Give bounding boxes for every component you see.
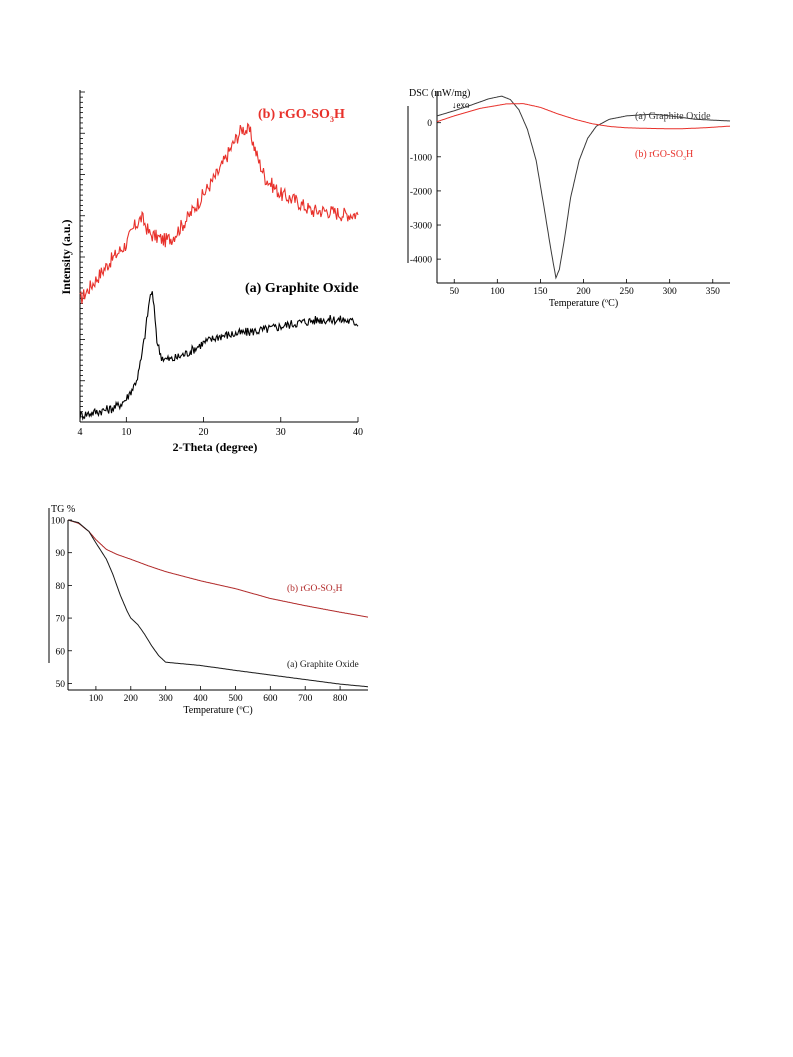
x-tick-label: 100: [89, 694, 104, 704]
x-axis-label: Temperature (ºC): [183, 705, 252, 716]
series-label: (b) rGO-SO3H: [635, 149, 693, 162]
y-tick-label: 60: [56, 647, 66, 657]
series-line: [79, 122, 359, 304]
xrd-chart: 4 10 20 30 40 2-Theta (degree) Intensity (a.u.…: [59, 90, 363, 454]
x-tick-label: 600: [263, 694, 278, 704]
series-label: (a) Graphite Oxide: [245, 281, 359, 296]
tg-chart: 100 90 80 70 60 50 100 200 300 400 500 600 700 800 TG …: [48, 504, 369, 716]
y-axis-label: Intensity (a.u.): [59, 219, 73, 294]
x-tick-label: 40: [353, 427, 363, 438]
series-line: [67, 519, 369, 618]
y-tick-label: -4000: [410, 256, 432, 266]
x-tick-label: 800: [333, 694, 348, 704]
series-label: (a) Graphite Oxide: [287, 659, 359, 670]
y-tick-label: 70: [56, 615, 66, 625]
x-tick-label: 200: [124, 694, 139, 704]
x-tick-label: 300: [159, 694, 174, 704]
series-line: [436, 95, 731, 280]
y-tick-label: 0: [427, 119, 432, 129]
series-line: [79, 291, 359, 421]
x-tick-label: 150: [533, 287, 548, 297]
x-tick-label: 700: [298, 694, 313, 704]
x-axis-label: Temperature (ºC): [549, 298, 618, 309]
x-tick-label: 350: [706, 287, 721, 297]
x-tick-label: 400: [193, 694, 208, 704]
x-tick-label: 30: [276, 427, 286, 438]
x-tick-label: 200: [576, 287, 591, 297]
y-tick-label: -2000: [410, 187, 432, 197]
x-tick-label: 4: [78, 427, 83, 438]
y-axis-label: TG %: [51, 504, 75, 515]
series-label: (a) Graphite Oxide: [635, 111, 711, 122]
y-axis-label: DSC (mW/mg): [409, 88, 470, 99]
x-axis-label: 2-Theta (degree): [173, 440, 258, 454]
y-tick-label: 90: [56, 549, 66, 559]
x-tick-label: 300: [663, 287, 678, 297]
series-label: (b) rGO-SO3H: [287, 583, 343, 595]
series-label: (b) rGO-SO3H: [258, 107, 345, 124]
y-tick-label: 100: [51, 517, 66, 527]
y-tick-label: 50: [56, 680, 66, 690]
x-tick-label: 50: [449, 287, 459, 297]
dsc-chart: 0 -1000 -2000 -3000 -4000 50 100 150 200 250 300 35…: [407, 88, 731, 309]
x-tick-label: 20: [199, 427, 209, 438]
series-line: [67, 519, 368, 688]
exo-annotation: ↓exo: [452, 100, 470, 110]
x-tick-label: 500: [228, 694, 243, 704]
series-line: [436, 103, 731, 130]
y-tick-label: -3000: [410, 222, 432, 232]
y-tick-label: -1000: [410, 153, 432, 163]
x-tick-label: 10: [121, 427, 131, 438]
y-tick-label: 80: [56, 582, 66, 592]
x-tick-label: 100: [490, 287, 505, 297]
x-tick-label: 250: [619, 287, 634, 297]
